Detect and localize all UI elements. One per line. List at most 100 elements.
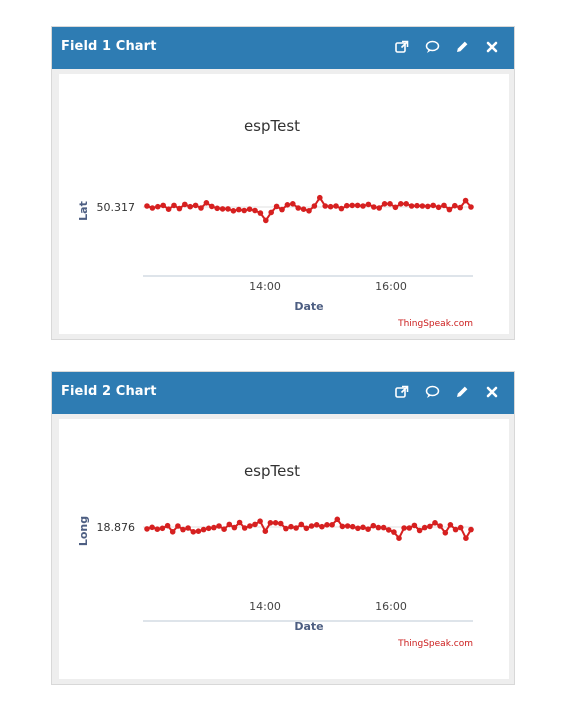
data-point[interactable] [169, 529, 176, 535]
data-point[interactable] [435, 204, 442, 211]
data-point[interactable] [241, 525, 248, 531]
data-point[interactable] [300, 206, 307, 212]
data-point[interactable] [425, 203, 431, 210]
data-point[interactable] [313, 522, 320, 528]
data-point[interactable] [329, 522, 335, 528]
data-point[interactable] [468, 204, 474, 210]
data-point[interactable] [406, 525, 413, 531]
data-point[interactable] [385, 527, 392, 533]
data-point[interactable] [338, 205, 345, 212]
data-point[interactable] [252, 521, 258, 528]
data-point[interactable] [231, 524, 238, 531]
field2-thingspeak-credit[interactable]: ThingSpeak.com [397, 639, 473, 649]
data-point[interactable] [171, 202, 177, 209]
data-point[interactable] [288, 523, 294, 530]
data-point[interactable] [277, 520, 284, 527]
data-point[interactable] [205, 525, 212, 532]
data-point[interactable] [365, 526, 371, 532]
data-point[interactable] [365, 201, 372, 208]
data-point[interactable] [457, 524, 464, 531]
close-icon[interactable] [484, 36, 500, 58]
data-point[interactable] [308, 523, 315, 529]
data-point[interactable] [272, 520, 279, 526]
data-point[interactable] [230, 208, 237, 214]
data-point[interactable] [427, 523, 433, 530]
data-point[interactable] [349, 523, 356, 530]
data-point[interactable] [187, 203, 193, 210]
data-point[interactable] [290, 201, 296, 207]
data-point[interactable] [182, 201, 188, 208]
data-point[interactable] [371, 204, 377, 210]
data-point[interactable] [209, 203, 215, 210]
data-point[interactable] [401, 525, 407, 531]
data-point[interactable] [387, 201, 393, 207]
data-point[interactable] [149, 524, 155, 531]
data-point[interactable] [268, 209, 274, 216]
data-point[interactable] [159, 525, 166, 532]
data-point[interactable] [262, 528, 269, 534]
data-point[interactable] [144, 203, 150, 209]
data-point[interactable] [311, 203, 318, 209]
data-point[interactable] [442, 530, 449, 536]
data-point[interactable] [303, 525, 310, 532]
data-point[interactable] [398, 201, 404, 207]
data-point[interactable] [180, 526, 186, 533]
data-point[interactable] [339, 523, 346, 530]
data-point[interactable] [392, 204, 399, 211]
data-point[interactable] [414, 202, 420, 209]
comment-icon[interactable] [424, 381, 440, 403]
data-point[interactable] [468, 526, 474, 533]
data-point[interactable] [198, 205, 204, 211]
data-point[interactable] [216, 523, 222, 529]
data-point[interactable] [441, 202, 447, 209]
data-point[interactable] [452, 526, 459, 533]
data-point[interactable] [344, 202, 350, 209]
data-point[interactable] [306, 208, 312, 214]
data-point[interactable] [349, 202, 356, 209]
data-point[interactable] [430, 202, 437, 209]
field1-thingspeak-credit[interactable]: ThingSpeak.com [397, 319, 473, 329]
pencil-icon[interactable] [454, 36, 470, 58]
external-link-icon[interactable] [394, 36, 410, 58]
data-point[interactable] [446, 206, 453, 213]
data-point[interactable] [144, 526, 150, 532]
data-point[interactable] [376, 205, 383, 211]
data-point[interactable] [175, 523, 181, 529]
data-point[interactable] [164, 522, 171, 529]
data-point[interactable] [355, 525, 361, 532]
data-point[interactable] [279, 206, 285, 213]
data-point[interactable] [317, 194, 323, 201]
data-point[interactable] [381, 201, 388, 207]
data-point[interactable] [360, 524, 366, 531]
data-point[interactable] [354, 202, 361, 209]
data-point[interactable] [257, 518, 263, 524]
data-point[interactable] [432, 520, 438, 526]
data-point[interactable] [419, 203, 426, 209]
data-point[interactable] [293, 525, 299, 531]
data-point[interactable] [283, 525, 289, 532]
external-link-icon[interactable] [394, 381, 410, 403]
data-point[interactable] [200, 526, 207, 533]
data-point[interactable] [225, 206, 231, 212]
data-point[interactable] [462, 197, 469, 204]
data-point[interactable] [195, 528, 202, 534]
data-point[interactable] [416, 527, 423, 534]
data-point[interactable] [241, 207, 247, 214]
data-point[interactable] [375, 524, 382, 531]
data-point[interactable] [263, 217, 269, 224]
data-point[interactable] [327, 203, 334, 210]
data-point[interactable] [408, 203, 415, 209]
data-point[interactable] [267, 520, 274, 526]
data-point[interactable] [149, 205, 156, 211]
data-point[interactable] [211, 524, 217, 531]
data-point[interactable] [192, 202, 199, 209]
data-point[interactable] [319, 523, 325, 530]
data-point[interactable] [236, 206, 242, 213]
data-point[interactable] [447, 522, 454, 528]
data-point[interactable] [273, 203, 280, 210]
data-point[interactable] [295, 205, 301, 211]
data-point[interactable] [334, 516, 341, 523]
data-point[interactable] [380, 524, 387, 531]
data-point[interactable] [437, 523, 443, 529]
data-point[interactable] [457, 204, 464, 211]
